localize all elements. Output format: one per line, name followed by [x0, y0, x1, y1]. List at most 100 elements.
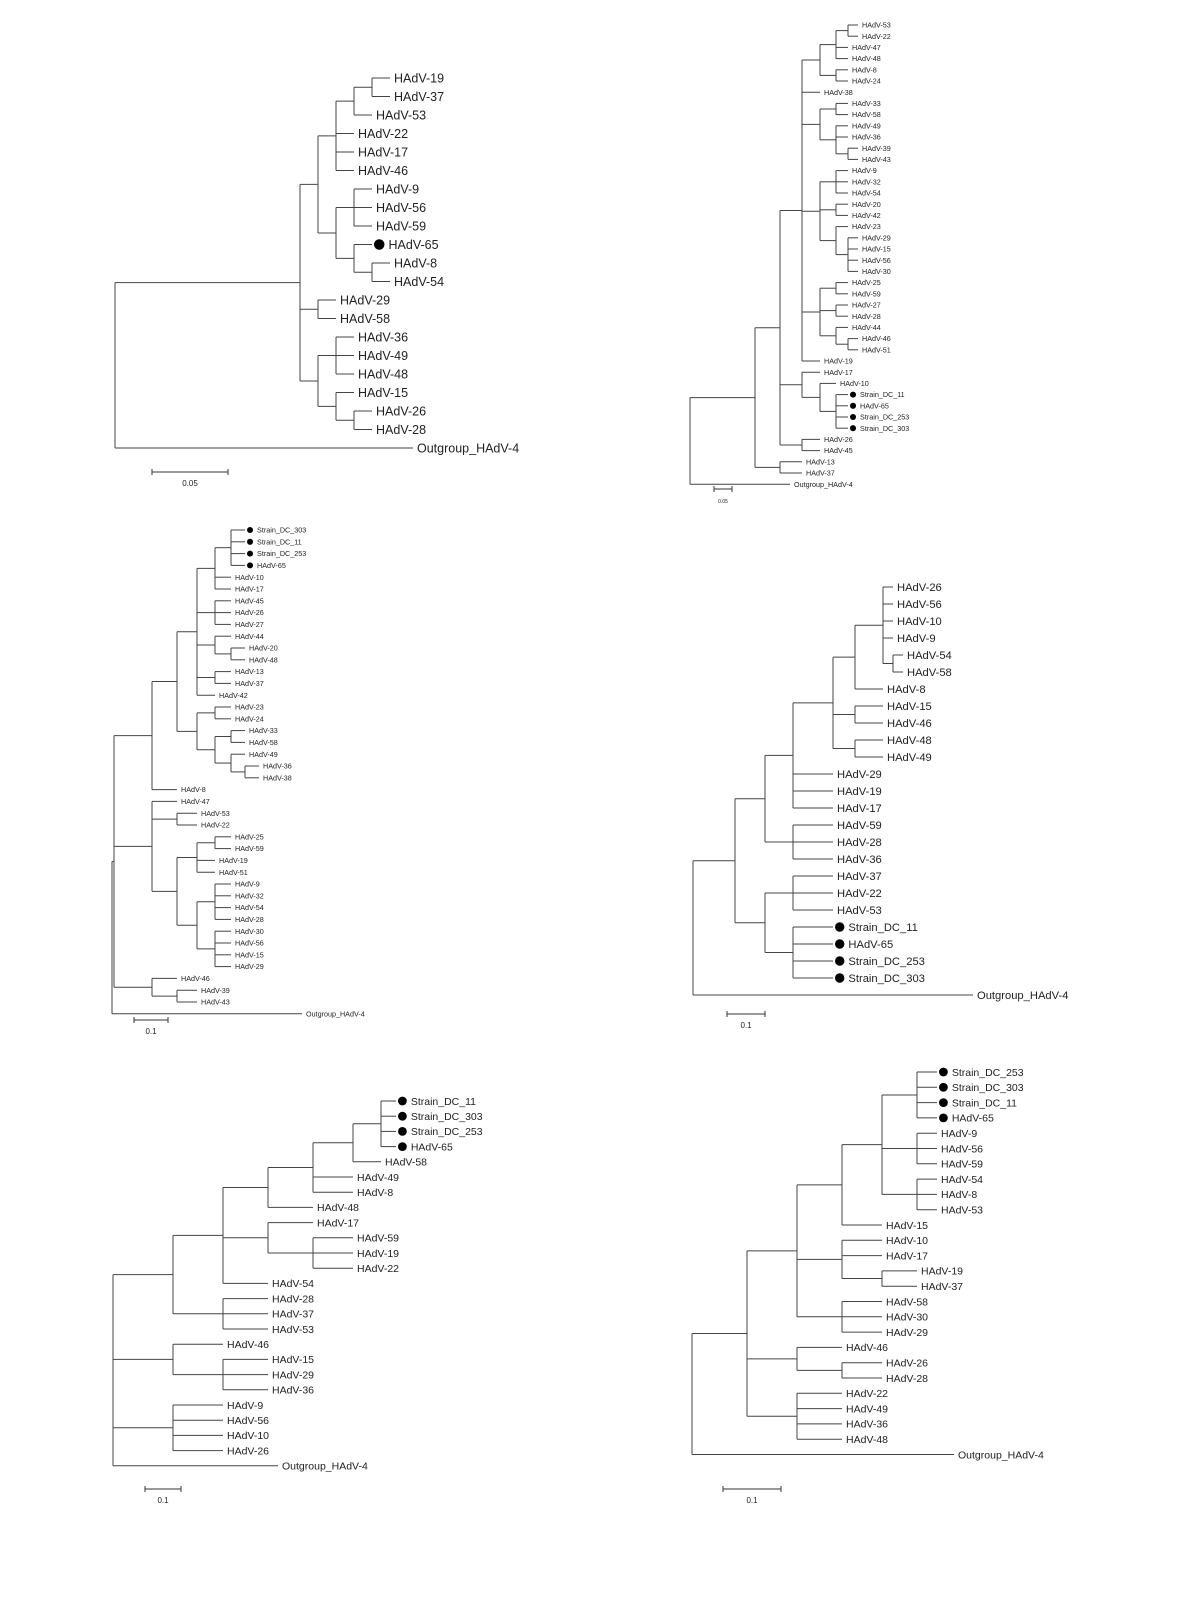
taxon-label: HAdV-49 — [357, 1172, 399, 1184]
taxon-label: HAdV-36 — [852, 133, 881, 142]
taxon-label: HAdV-54 — [907, 650, 952, 662]
tree-panel-c: Strain_DC_303 Strain_DC_11 Strain_DC_253 HA… — [111, 526, 365, 1036]
strain-marker-dot — [939, 1067, 948, 1077]
taxon-label: HAdV-10 — [897, 616, 942, 628]
strain-marker-dot — [398, 1126, 407, 1136]
taxon-label: HAdV-48 — [887, 735, 932, 747]
taxon-label: Strain_DC_303 — [860, 424, 909, 433]
taxon-label: HAdV-56 — [227, 1415, 269, 1427]
taxon-label: HAdV-26 — [376, 405, 426, 419]
taxon-label: HAdV-48 — [852, 54, 881, 63]
taxon-label: HAdV-53 — [272, 1324, 314, 1336]
taxon-label: Strain_DC_11 — [848, 922, 917, 934]
taxon-label: HAdV-56 — [862, 256, 891, 265]
taxon-label: Strain_DC_253 — [860, 413, 909, 422]
taxon-label: HAdV-26 — [886, 1357, 928, 1369]
strain-marker-dot — [374, 239, 385, 250]
taxon-label: HAdV-59 — [376, 220, 426, 234]
taxon-label: Strain_DC_11 — [952, 1097, 1017, 1109]
strain-marker-dot — [247, 538, 254, 545]
taxon-label: HAdV-26 — [897, 582, 942, 594]
taxon-label: HAdV-22 — [837, 888, 882, 900]
taxon-label: HAdV-9 — [941, 1128, 977, 1140]
taxon-label: HAdV-17 — [317, 1217, 359, 1229]
scale-bar-label: 0.05 — [718, 499, 728, 505]
taxon-label: HAdV-13 — [235, 667, 264, 676]
taxon-label: HAdV-59 — [941, 1159, 983, 1171]
taxon-label: HAdV-46 — [846, 1342, 888, 1354]
strain-marker-dot — [247, 550, 254, 557]
taxon-label: HAdV-19 — [921, 1266, 963, 1278]
taxon-label: HAdV-17 — [235, 585, 264, 594]
strain-marker-dot — [247, 526, 254, 534]
taxon-label: HAdV-29 — [272, 1369, 314, 1381]
taxon-label: Strain_DC_303 — [411, 1111, 483, 1123]
tree-panel-a: HAdV-19 HAdV-37 HAdV-53 HAdV-22 HAdV-17 HAdV-… — [114, 72, 519, 488]
taxon-label: HAdV-29 — [340, 294, 390, 308]
scale-bar-label: 0.05 — [182, 479, 198, 488]
taxon-label: HAdV-17 — [886, 1250, 928, 1262]
taxon-label: HAdV-17 — [824, 368, 853, 377]
taxon-label: HAdV-53 — [941, 1204, 983, 1216]
taxon-label: HAdV-22 — [357, 1263, 399, 1275]
taxon-label: HAdV-45 — [824, 446, 853, 455]
taxon-label: HAdV-26 — [235, 608, 264, 617]
taxon-label: HAdV-33 — [249, 726, 278, 735]
tree-panel-d: HAdV-26 HAdV-56 HAdV-10 HAdV-9 HAdV-54 HAdV-5… — [692, 582, 1068, 1030]
taxon-label: HAdV-30 — [862, 267, 891, 276]
taxon-label: HAdV-53 — [837, 905, 882, 917]
taxon-label: HAdV-43 — [201, 998, 230, 1007]
taxon-label: Strain_DC_11 — [257, 537, 302, 546]
taxon-label: HAdV-8 — [887, 684, 926, 696]
taxon-label: HAdV-19 — [824, 357, 853, 366]
taxon-label: HAdV-27 — [235, 620, 264, 629]
taxon-label: HAdV-37 — [921, 1281, 963, 1293]
taxon-label: HAdV-48 — [249, 655, 278, 664]
taxon-label: HAdV-36 — [358, 331, 408, 345]
taxon-label: HAdV-25 — [235, 832, 264, 841]
taxon-label: HAdV-49 — [887, 752, 932, 764]
taxon-label: HAdV-36 — [846, 1419, 888, 1431]
taxon-label: HAdV-58 — [852, 110, 881, 119]
taxon-label: HAdV-54 — [272, 1278, 314, 1290]
strain-marker-dot — [835, 956, 845, 966]
taxon-label: HAdV-46 — [887, 718, 932, 730]
strain-marker-dot — [398, 1142, 407, 1152]
scale-bar-label: 0.1 — [145, 1027, 157, 1036]
strain-marker-dot — [835, 973, 845, 983]
taxon-label: HAdV-8 — [852, 65, 877, 74]
taxon-label: HAdV-20 — [249, 644, 278, 653]
taxon-label: HAdV-28 — [837, 837, 882, 849]
taxon-label: HAdV-54 — [941, 1174, 983, 1186]
taxon-label: HAdV-22 — [846, 1388, 888, 1400]
strain-marker-dot — [835, 939, 845, 949]
taxon-label: Strain_DC_303 — [848, 973, 925, 985]
taxon-label: HAdV-43 — [862, 155, 891, 164]
taxon-label: Strain_DC_11 — [860, 390, 905, 399]
taxon-label: HAdV-8 — [181, 785, 206, 794]
taxon-label: HAdV-44 — [852, 323, 881, 332]
taxon-label: HAdV-9 — [227, 1400, 263, 1412]
taxon-label: HAdV-25 — [852, 278, 881, 287]
taxon-label: HAdV-36 — [272, 1385, 314, 1397]
taxon-label: Strain_DC_303 — [257, 526, 306, 535]
taxon-label: Strain_DC_303 — [952, 1082, 1024, 1094]
taxon-label: HAdV-42 — [852, 211, 881, 220]
taxon-label: HAdV-53 — [862, 21, 891, 30]
taxon-label: HAdV-28 — [272, 1293, 314, 1305]
taxon-label: HAdV-58 — [907, 667, 952, 679]
taxon-label: HAdV-37 — [272, 1309, 314, 1321]
taxon-label: HAdV-19 — [837, 786, 882, 798]
taxon-label: Outgroup_HAdV-4 — [282, 1461, 368, 1473]
taxon-label: HAdV-10 — [886, 1235, 928, 1247]
taxon-label: HAdV-32 — [235, 891, 264, 900]
taxon-label: HAdV-29 — [235, 962, 264, 971]
taxon-label: HAdV-58 — [249, 738, 278, 747]
taxon-label: Outgroup_HAdV-4 — [417, 442, 519, 456]
taxon-label: HAdV-29 — [862, 233, 891, 242]
taxon-label: HAdV-22 — [358, 127, 408, 141]
taxon-label: HAdV-9 — [897, 633, 936, 645]
tree-panel-f: Strain_DC_253 Strain_DC_303 Strain_DC_11 HA… — [691, 1067, 1044, 1505]
taxon-label: HAdV-59 — [837, 820, 882, 832]
taxon-label: HAdV-8 — [394, 257, 437, 271]
